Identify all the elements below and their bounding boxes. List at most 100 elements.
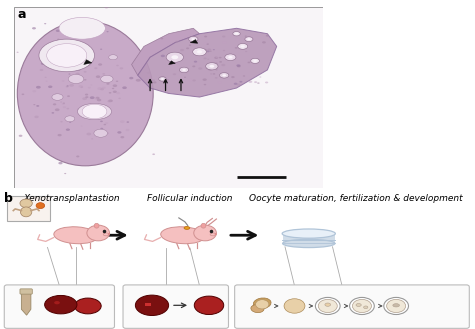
Circle shape bbox=[100, 49, 102, 50]
Circle shape bbox=[153, 81, 157, 84]
FancyBboxPatch shape bbox=[123, 285, 228, 328]
Circle shape bbox=[215, 77, 218, 79]
Circle shape bbox=[76, 68, 81, 71]
Circle shape bbox=[193, 48, 206, 56]
Circle shape bbox=[233, 32, 240, 36]
Circle shape bbox=[46, 81, 48, 82]
Circle shape bbox=[83, 114, 86, 116]
Circle shape bbox=[55, 108, 59, 111]
Circle shape bbox=[113, 84, 117, 87]
Circle shape bbox=[53, 103, 57, 105]
Circle shape bbox=[85, 93, 88, 95]
Circle shape bbox=[97, 87, 102, 90]
Circle shape bbox=[352, 299, 371, 313]
Circle shape bbox=[87, 50, 91, 52]
Ellipse shape bbox=[393, 304, 399, 307]
Ellipse shape bbox=[77, 103, 112, 120]
Circle shape bbox=[204, 36, 207, 38]
Circle shape bbox=[86, 133, 91, 136]
Circle shape bbox=[315, 297, 340, 315]
Circle shape bbox=[247, 62, 250, 63]
Circle shape bbox=[91, 138, 93, 139]
Circle shape bbox=[243, 75, 245, 77]
Circle shape bbox=[173, 73, 176, 75]
Circle shape bbox=[36, 203, 45, 209]
Circle shape bbox=[67, 95, 70, 97]
Circle shape bbox=[196, 63, 200, 65]
Ellipse shape bbox=[251, 305, 264, 313]
Circle shape bbox=[213, 73, 215, 75]
Ellipse shape bbox=[161, 227, 205, 244]
FancyBboxPatch shape bbox=[14, 7, 323, 188]
FancyBboxPatch shape bbox=[7, 196, 50, 221]
FancyBboxPatch shape bbox=[283, 234, 335, 243]
Circle shape bbox=[208, 68, 212, 71]
Circle shape bbox=[41, 62, 46, 65]
Circle shape bbox=[52, 67, 55, 69]
Circle shape bbox=[178, 37, 180, 38]
Ellipse shape bbox=[94, 223, 99, 228]
Circle shape bbox=[206, 63, 218, 70]
Ellipse shape bbox=[18, 21, 153, 166]
Circle shape bbox=[202, 78, 207, 81]
Circle shape bbox=[184, 77, 186, 78]
Circle shape bbox=[58, 162, 63, 164]
Circle shape bbox=[57, 38, 59, 40]
Circle shape bbox=[60, 101, 62, 103]
Circle shape bbox=[207, 59, 209, 60]
Circle shape bbox=[72, 77, 76, 80]
Circle shape bbox=[245, 51, 247, 52]
Circle shape bbox=[189, 37, 198, 42]
Circle shape bbox=[175, 36, 179, 38]
Circle shape bbox=[214, 57, 218, 59]
Circle shape bbox=[203, 58, 207, 59]
Circle shape bbox=[161, 77, 163, 79]
Circle shape bbox=[85, 96, 88, 98]
Circle shape bbox=[63, 103, 65, 104]
Circle shape bbox=[215, 233, 217, 235]
Circle shape bbox=[106, 83, 110, 85]
Circle shape bbox=[66, 128, 70, 131]
Circle shape bbox=[57, 134, 62, 136]
Circle shape bbox=[192, 65, 195, 67]
Circle shape bbox=[102, 73, 105, 75]
Circle shape bbox=[241, 45, 245, 48]
Circle shape bbox=[318, 299, 337, 313]
Circle shape bbox=[109, 55, 117, 60]
Circle shape bbox=[48, 86, 52, 88]
FancyBboxPatch shape bbox=[235, 285, 469, 328]
Circle shape bbox=[76, 156, 79, 157]
Circle shape bbox=[180, 49, 184, 51]
Circle shape bbox=[237, 84, 241, 86]
Circle shape bbox=[116, 81, 118, 82]
Circle shape bbox=[126, 121, 129, 123]
Circle shape bbox=[93, 116, 97, 118]
Circle shape bbox=[97, 115, 101, 118]
Circle shape bbox=[32, 90, 36, 92]
Ellipse shape bbox=[253, 298, 271, 309]
Ellipse shape bbox=[356, 303, 361, 307]
Ellipse shape bbox=[364, 306, 368, 309]
Circle shape bbox=[90, 96, 95, 99]
Circle shape bbox=[350, 297, 374, 315]
Circle shape bbox=[21, 93, 24, 95]
Circle shape bbox=[256, 300, 269, 309]
Circle shape bbox=[122, 87, 127, 89]
Circle shape bbox=[116, 65, 119, 66]
Circle shape bbox=[39, 39, 95, 72]
Circle shape bbox=[90, 116, 92, 117]
Circle shape bbox=[253, 62, 256, 64]
Circle shape bbox=[76, 72, 79, 74]
Circle shape bbox=[71, 76, 73, 77]
Circle shape bbox=[68, 74, 84, 84]
Circle shape bbox=[19, 135, 22, 137]
Circle shape bbox=[36, 86, 41, 89]
Circle shape bbox=[171, 55, 178, 59]
Circle shape bbox=[32, 27, 36, 29]
Circle shape bbox=[52, 94, 63, 100]
Circle shape bbox=[387, 299, 406, 313]
Circle shape bbox=[80, 87, 83, 88]
Circle shape bbox=[89, 59, 93, 62]
Ellipse shape bbox=[54, 301, 60, 304]
Circle shape bbox=[210, 73, 212, 75]
